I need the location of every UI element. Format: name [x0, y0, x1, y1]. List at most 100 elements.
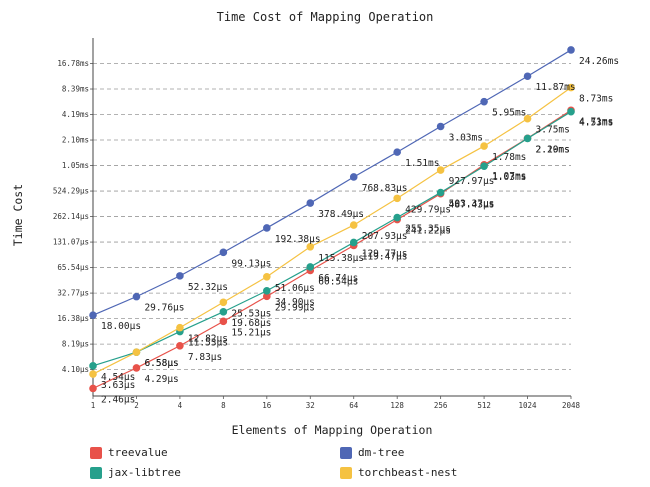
data-label-dm-tree: 24.26ms [579, 56, 619, 67]
data-label-torchbeast-nest: 927.97µs [449, 176, 495, 187]
chart-title: Time Cost of Mapping Operation [217, 10, 434, 24]
data-label-treevalue: 487.43µs [449, 200, 495, 211]
data-point-torchbeast-nest [89, 370, 97, 378]
data-label-treevalue: 2.46µs [101, 394, 135, 405]
legend-swatch [90, 466, 102, 479]
data-label-torchbeast-nest: 207.93µs [362, 231, 408, 242]
data-point-dm-tree [523, 72, 532, 81]
data-point-jax-libtree [480, 162, 488, 171]
data-label-jax-libtree: 255.35µs [405, 224, 451, 235]
y-tick-label: 2.10ms [62, 136, 89, 145]
data-label-dm-tree: 11.87ms [536, 82, 576, 93]
data-point-jax-libtree [306, 263, 315, 271]
data-point-treevalue [89, 384, 97, 393]
data-point-dm-tree [349, 173, 358, 181]
data-label-dm-tree: 768.83µs [362, 183, 408, 194]
legend-item-dm-tree: dm-tree [340, 446, 404, 459]
y-tick-label: 131.07µs [53, 238, 89, 247]
x-tick-label: 16 [262, 401, 272, 410]
data-label-treevalue: 1.07ms [492, 171, 526, 182]
data-label-treevalue: 29.99µs [275, 302, 315, 313]
data-point-jax-libtree [263, 286, 271, 295]
legend-swatch [340, 466, 352, 479]
y-tick-label: 8.19µs [62, 340, 89, 349]
x-tick-label: 1024 [519, 401, 538, 410]
y-tick-label: 16.78ms [57, 59, 89, 68]
data-label-dm-tree: 18.00µs [101, 321, 141, 332]
data-label-dm-tree: 99.13µs [231, 258, 271, 269]
data-label-torchbeast-nest: 115.38µs [318, 253, 364, 264]
data-label-jax-libtree: 19.68µs [231, 318, 271, 329]
y-tick-label: 262.14µs [53, 212, 89, 221]
data-point-dm-tree [263, 224, 271, 232]
series-line-dm-tree [92, 49, 572, 316]
data-point-treevalue [263, 292, 271, 301]
data-label-torchbeast-nest: 429.79µs [405, 204, 451, 215]
legend-label: treevalue [108, 446, 168, 459]
data-label-dm-tree: 5.95ms [492, 108, 526, 119]
data-point-torchbeast-nest [219, 298, 228, 307]
x-tick-label: 1 [91, 401, 96, 410]
series-line-torchbeast-nest [92, 87, 572, 375]
legend-item-treevalue: treevalue [90, 446, 168, 459]
legend-item-torchbeast-nest: torchbeast-nest [340, 466, 457, 479]
y-tick-label: 1.05ms [62, 161, 89, 170]
data-point-jax-libtree [436, 188, 445, 197]
data-point-jax-libtree [567, 107, 575, 116]
data-label-treevalue: 119.47µs [362, 251, 408, 262]
x-tick-label: 256 [434, 401, 448, 410]
data-label-torchbeast-nest: 6.58µs [144, 358, 178, 369]
data-point-jax-libtree [393, 213, 401, 222]
data-point-treevalue [132, 364, 141, 372]
data-label-jax-libtree: 6.58µs [144, 358, 178, 369]
data-label-torchbeast-nest: 3.63µs [101, 380, 135, 391]
data-point-torchbeast-nest [523, 114, 532, 123]
data-label-treevalue: 4.29µs [144, 374, 178, 385]
data-label-torchbeast-nest: 25.53µs [231, 308, 271, 319]
data-point-torchbeast-nest [176, 323, 184, 332]
data-label-jax-libtree: 1.03ms [492, 172, 526, 183]
data-point-dm-tree [219, 248, 228, 257]
data-point-dm-tree [306, 199, 315, 207]
y-tick-label: 524.29µs [53, 187, 89, 196]
axes: 4.10µs 8.19µs 16.38µs 32.77µs 65.54µs 131.07µ… [53, 38, 581, 410]
data-point-dm-tree [480, 97, 488, 106]
data-label-treevalue: 7.83µs [188, 352, 222, 363]
data-label-treevalue: 15.21µs [231, 327, 271, 338]
data-label-dm-tree: 192.38µs [275, 234, 321, 245]
data-label-dm-tree: 378.49µs [318, 209, 364, 220]
y-axis-label: Time Cost [11, 184, 25, 246]
data-label-jax-libtree: 4.54µs [101, 372, 135, 383]
data-label-jax-libtree: 66.74µs [318, 273, 358, 284]
y-tick-label: 8.39ms [62, 85, 89, 94]
legend-swatch [340, 446, 352, 459]
data-label-torchbeast-nest: 1.78ms [492, 152, 526, 163]
data-label-dm-tree: 1.51ms [405, 158, 439, 169]
legend-label: torchbeast-nest [358, 466, 458, 479]
x-tick-label: 128 [390, 401, 404, 410]
x-tick-label: 2048 [562, 401, 581, 410]
grid [93, 63, 571, 371]
legend-label: dm-tree [358, 446, 405, 459]
data-labels: 2.46µs 4.29µs 7.83µs 15.21µs 29.99µs 60.54µs 1… [101, 56, 619, 405]
x-tick-label: 512 [477, 401, 491, 410]
data-label-jax-libtree: 11.53µs [188, 338, 228, 349]
data-point-torchbeast-nest [567, 83, 575, 92]
y-tick-label: 4.10µs [62, 365, 89, 374]
data-point-jax-libtree [523, 134, 532, 143]
data-label-jax-libtree: 129.77µs [362, 248, 408, 259]
data-label-torchbeast-nest: 51.06µs [275, 283, 315, 294]
data-point-dm-tree [132, 292, 141, 301]
x-tick-label: 2 [134, 401, 139, 410]
data-point-jax-libtree [219, 308, 228, 316]
legend-swatch [90, 446, 102, 459]
series-line-jax-libtree [92, 111, 572, 367]
y-tick-label: 32.77µs [57, 289, 89, 298]
x-tick-label: 64 [349, 401, 359, 410]
data-label-treevalue: 4.71ms [579, 116, 613, 127]
x-axis-label: Elements of Mapping Operation [232, 423, 433, 437]
x-tick-label: 32 [306, 401, 315, 410]
series [89, 46, 575, 393]
data-label-dm-tree: 3.03ms [449, 132, 483, 143]
